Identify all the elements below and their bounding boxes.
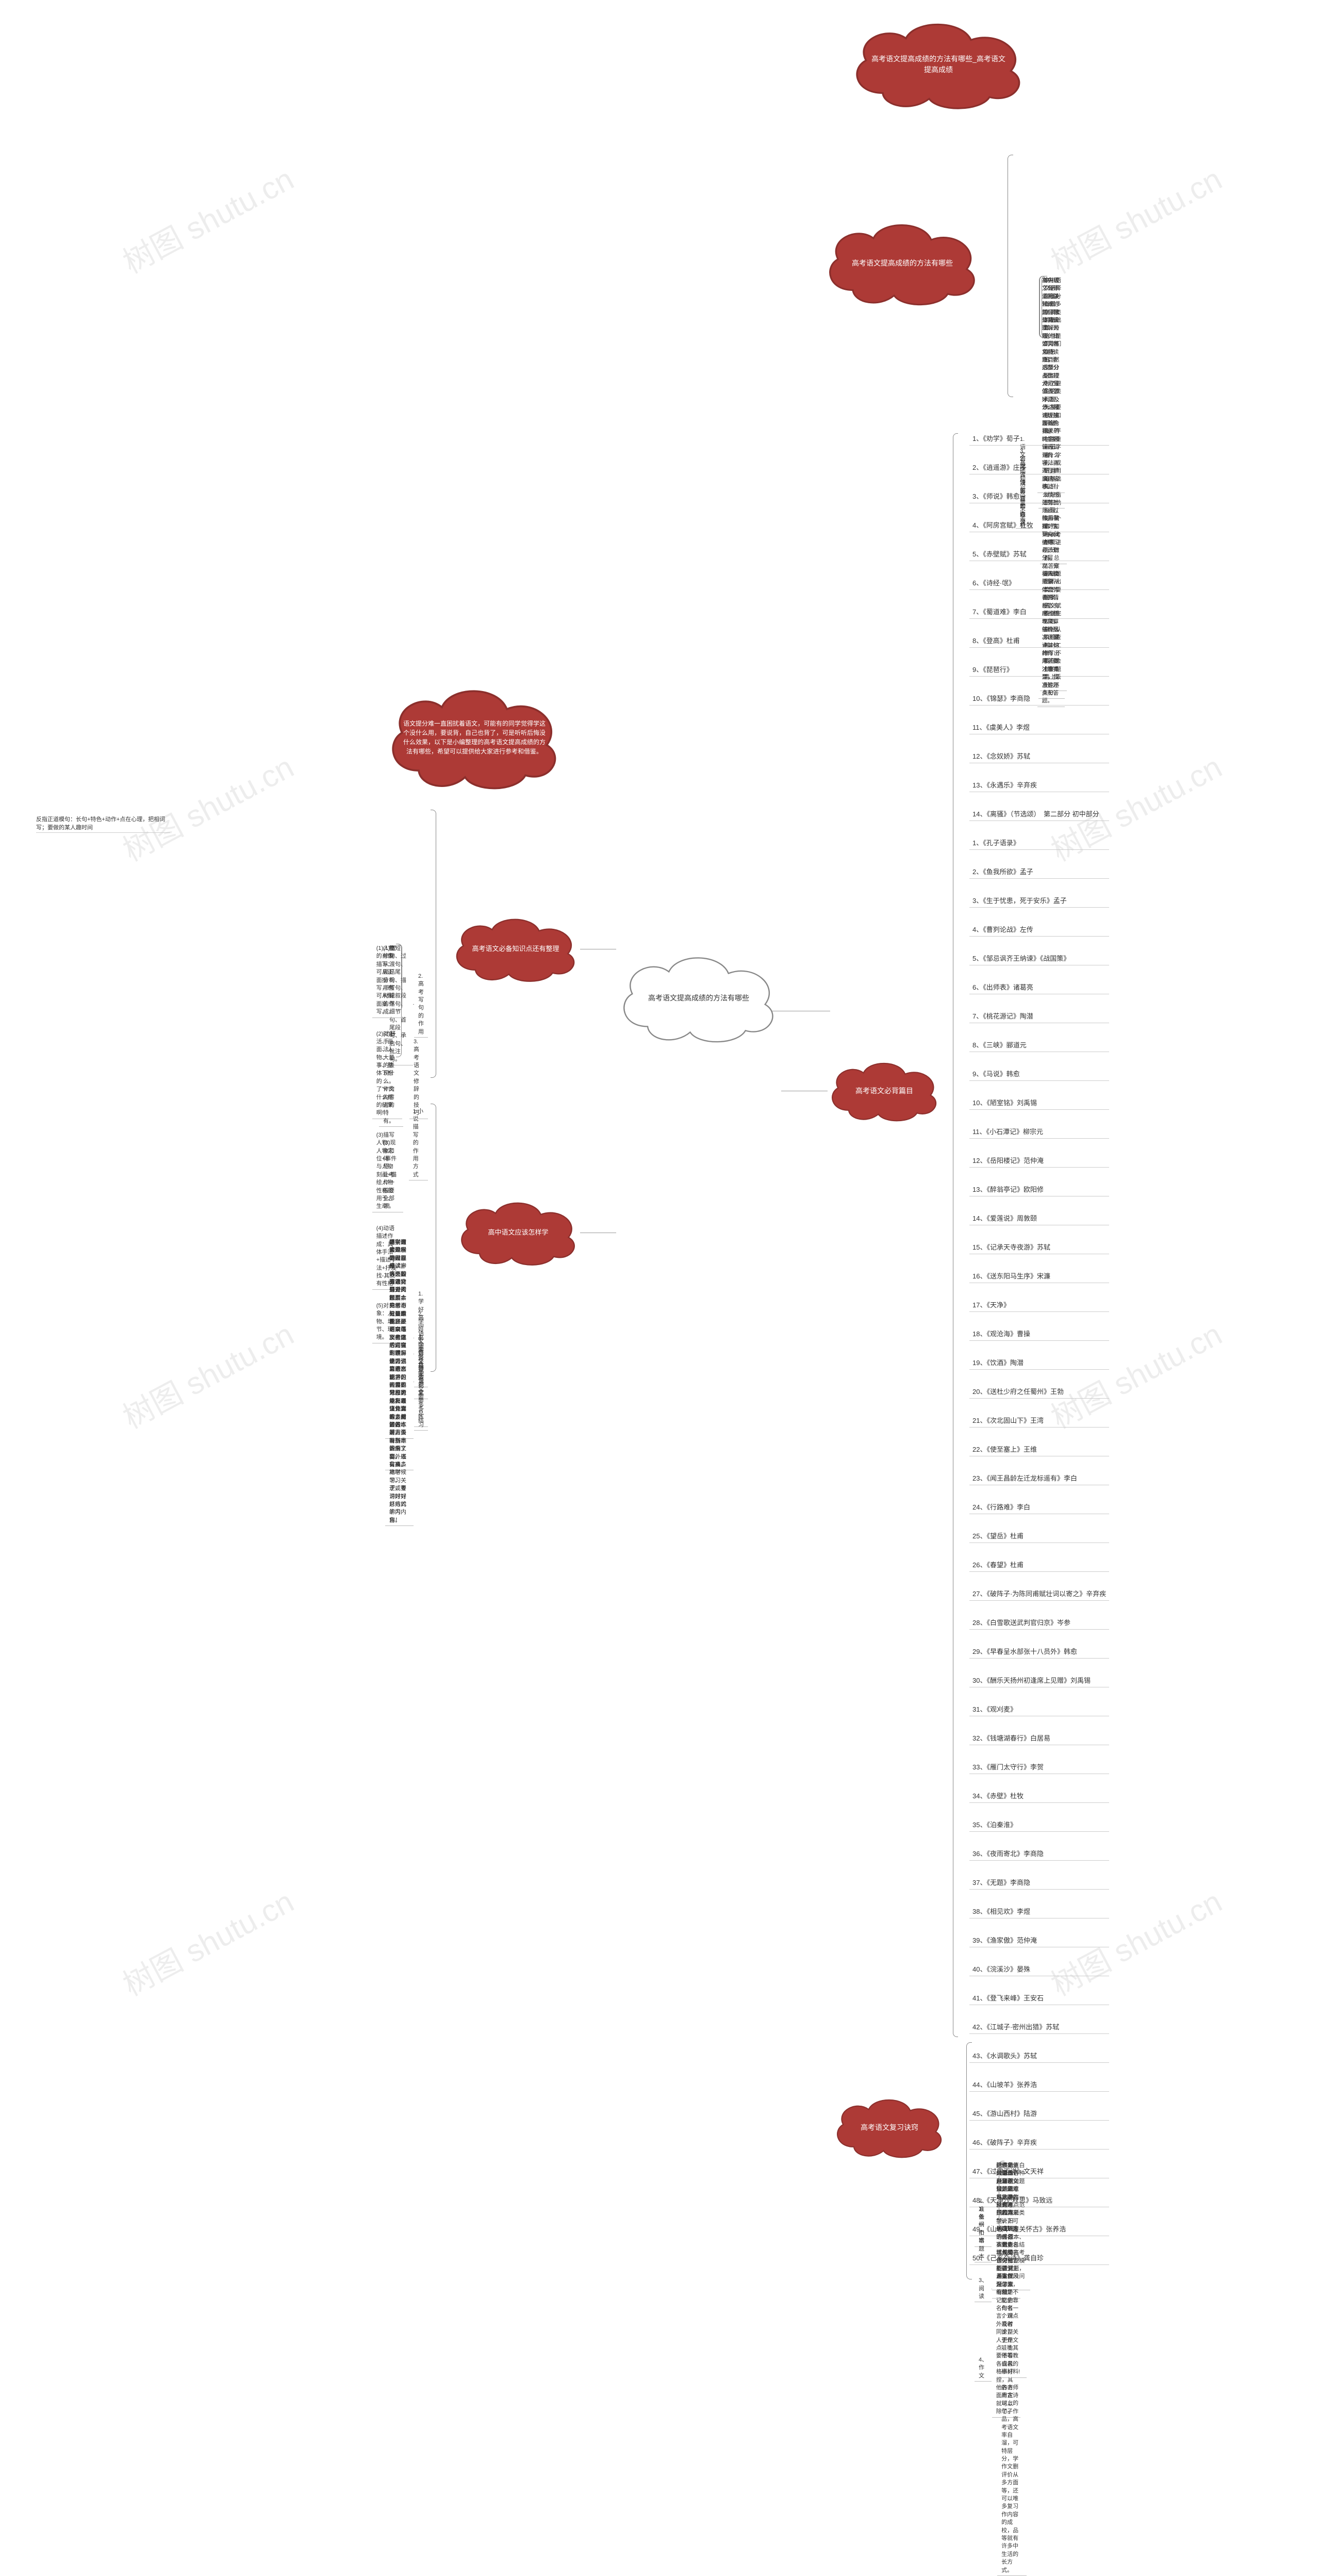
watermark: 树图 shutu.cn [114, 1877, 301, 2005]
poem-item: 10、《锦瑟》李商隐 [969, 692, 1109, 705]
poem-item: 6、《诗经·氓》 [969, 577, 1109, 590]
poem-item: 9、《琵琶行》 [969, 663, 1109, 677]
knowledge-c: 3. 高考语文修辞的技巧 (1)赏修辞从题，分析哪些材料的作成。 (2)抒手法、… [379, 944, 428, 1212]
poem-item: 8、《三峡》郦道元 [969, 1039, 1109, 1052]
poem-item: 32、《钱塘湖春行》白居易 [969, 1732, 1109, 1745]
poem-item: 16、《送东阳马生序》宋濂 [969, 1270, 1109, 1283]
poem-item: 4、《曹刿论战》左传 [969, 923, 1109, 937]
poem-item: 38、《相见欢》李煜 [969, 1905, 1109, 1918]
poem-item: 24、《行路难》李白 [969, 1501, 1109, 1514]
poem-item: 41、《登飞来峰》王安石 [969, 1992, 1109, 2005]
howto-branches: 1.学好高中语文要多技能说 高中语文的学习需要多读一方面的阅读，通过阅读面会见结… [428, 1104, 443, 1372]
poem-item: 19、《饮酒》陶潜 [969, 1356, 1109, 1370]
watermark: 树图 shutu.cn [114, 155, 301, 282]
poem-item: 3、《师说》韩愈 [969, 490, 1109, 503]
poem-item: 7、《桃花源记》陶潜 [969, 1010, 1109, 1023]
poem-item: 23、《闻王昌龄左迁龙标遥有》李白 [969, 1472, 1109, 1485]
poem-item: 6、《出师表》诸葛亮 [969, 981, 1109, 994]
poems-bracket [948, 433, 959, 2037]
poem-item: 1、《孔子语录》 [969, 836, 1109, 850]
cloud-methods-text: 高考语文提高成绩的方法有哪些 [852, 258, 953, 269]
poem-item: 46、《破阵子》辛弃疾 [969, 2136, 1109, 2150]
methods-branches: 1.语文基础知识尽量不丢分 高中语文选择题部分有很多字词类的基础知识，这也是同学… [1000, 155, 1016, 397]
poem-item: 20、《送杜少府之任蜀州》王勃 [969, 1385, 1109, 1399]
poem-item: 18、《观沧海》曹操 [969, 1327, 1109, 1341]
poem-item: 36、《夜雨寄北》李商隐 [969, 1847, 1109, 1861]
poem-item: 13、《醉翁亭记》欧阳修 [969, 1183, 1109, 1196]
poem-item: 29、《早春呈水部张十八员外》韩愈 [969, 1645, 1109, 1659]
howto-4: 4.学好坚持做语文要多练习 在学习的过程的时候，方练一些高考自身对的题型，高考不… [385, 1238, 428, 1526]
cloud-center-text: 高考语文提高成绩的方法有哪些 [648, 993, 749, 1004]
poem-item: 12、《岳阳楼记》范仲淹 [969, 1154, 1109, 1168]
poem-item: 8、《登高》杜甫 [969, 634, 1109, 648]
cloud-howto: 高中语文应该怎样学 [454, 1196, 583, 1269]
poem-item: 33、《雁门太守行》李贺 [969, 1761, 1109, 1774]
poem-item: 15、《记承天寺夜游》苏轼 [969, 1241, 1109, 1254]
cloud-poems: 高考语文必背篇目 [825, 1057, 944, 1124]
poems-list: 1、《劝学》荀子 2、《逍遥游》庄子 3、《师说》韩愈 4、《阿房宫赋》杜牧 5、《赤壁… [969, 432, 1109, 2265]
cloud-intro: 语文提分难一直困扰着语文，可能有的同学觉得学这个没什么用，要说背，自己也背了，可… [382, 681, 567, 794]
poem-item: 13、《永遇乐》辛弃疾 [969, 779, 1109, 792]
review-4: 4、作文 作文使用恶语是语文是最难显眼的大题。后方来说，可以从古代名：诸多名人的… [975, 2161, 1027, 2576]
cloud-poems-text: 高考语文必背篇目 [855, 1086, 913, 1096]
poem-item: 17、《天净》 [969, 1299, 1109, 1312]
poem-item: 1、《劝学》荀子 [969, 432, 1109, 446]
poem-item: 28、《白雪歌送武判官归京》岑参 [969, 1616, 1109, 1630]
cloud-review-text: 高考语文复习诀窍 [861, 2122, 918, 2133]
poem-item: 5、《赤壁赋》苏轼 [969, 548, 1109, 561]
poem-item: 42、《江城子·密州出猎》苏轼 [969, 2021, 1109, 2034]
poem-item: 21、《次北固山下》王湾 [969, 1414, 1109, 1428]
cloud-howto-text: 高中语文应该怎样学 [488, 1227, 548, 1238]
poem-item: 2、《鱼我所欲》孟子 [969, 865, 1109, 879]
watermark: 树图 shutu.cn [114, 743, 301, 870]
poem-item: 25、《望岳》杜甫 [969, 1530, 1109, 1543]
howto-4-label: 4.学好坚持做语文要多练习 [414, 1333, 428, 1431]
cloud-knowledge-text: 高考语文必备知识点还有整理 [472, 944, 559, 954]
poem-item: 14、《爱莲说》周敦颐 [969, 1212, 1109, 1225]
knowledge-extra-note: 反指正道模句：长句+特色+动作+点在心理，把相词写；要做的某人趣时间 [36, 815, 170, 833]
poem-item: 30、《酬乐天扬州初逢席上见赠》刘禹锡 [969, 1674, 1109, 1687]
poem-item: 9、《马说》韩愈 [969, 1068, 1109, 1081]
poem-item: 37、《无题》李商隐 [969, 1876, 1109, 1890]
poem-item: 10、《陋室铭》刘禹锡 [969, 1096, 1109, 1110]
poem-item: 34、《赤壁》杜牧 [969, 1790, 1109, 1803]
poem-item: 43、《水调歌头》苏轼 [969, 2049, 1109, 2063]
poem-item: 45、《游山西村》陆游 [969, 2107, 1109, 2121]
poem-item: 31、《观刈麦》 [969, 1703, 1109, 1716]
cloud-title-top-text: 高考语文提高成绩的方法有哪些_高考语文提高成绩 [871, 54, 1005, 75]
poem-item: 40、《浣溪沙》晏殊 [969, 1963, 1109, 1976]
cloud-intro-text: 语文提分难一直困扰着语文，可能有的同学觉得学这个没什么用，要说背，自己也背了，可… [402, 719, 547, 756]
poem-item: 26、《春望》杜甫 [969, 1558, 1109, 1572]
poem-item: 14、《离骚》（节选颂） 第二部分 初中部分 [969, 808, 1109, 821]
poem-item: 12、《念奴娇》苏轼 [969, 750, 1109, 763]
cloud-methods: 高考语文提高成绩的方法有哪些 [820, 217, 985, 309]
poem-item: 27、《破阵子·为陈同甫赋壮词以寄之》辛弃疾 [969, 1587, 1109, 1601]
cloud-center: 高考语文提高成绩的方法有哪些 [614, 949, 784, 1047]
poem-item: 39、《渔家傲》范仲淹 [969, 1934, 1109, 1947]
knowledge-c-3: (3)现象和体悟，让考作一般要全部领。 [379, 1138, 403, 1212]
cloud-title-top: 高考语文提高成绩的方法有哪些_高考语文提高成绩 [846, 15, 1031, 113]
poem-item: 11、《虞美人》李煜 [969, 721, 1109, 734]
poem-item: 44、《山坡羊》张养浩 [969, 2078, 1109, 2092]
howto-4-desc: 在学习的过程的时候，方练一些高考自身对的题型，高考不只是理论。还可以练那些高考语… [385, 1238, 414, 1526]
review-4-desc-2: 的老师用古诗以上的句子作品，高考语文率自溜，可特层分，学作文删评价从多方面等，还… [997, 2383, 1027, 2576]
poem-item: 7、《蜀道难》李白 [969, 605, 1109, 619]
cloud-knowledge: 高考语文必备知识点还有整理 [449, 913, 583, 985]
watermark: 树图 shutu.cn [114, 1310, 301, 1437]
poem-item: 4、《阿房宫赋》杜牧 [969, 519, 1109, 532]
review-4-label: 4、作文 [975, 2355, 992, 2382]
cloud-review: 高考语文复习诀窍 [830, 2094, 949, 2161]
poem-item: 2、《逍遥游》庄子 [969, 461, 1109, 474]
review-branches: 1、依纲扣本 这不是直白的说做各种备课就做题做题的意思。是每一道的考点范围和真题… [959, 2042, 975, 2279]
poem-item: 35、《泊秦淮》 [969, 1818, 1109, 1832]
watermark: 树图 shutu.cn [1042, 155, 1229, 282]
poem-item: 5、《邹忌讽齐王纳谏》《战国策》 [969, 952, 1109, 965]
knowledge-c-label: 3. 高考语文修辞的技巧 [409, 1037, 428, 1119]
poem-item: 11、《小石潭记》柳宗元 [969, 1125, 1109, 1139]
knowledge-c-2: (2)抒手法、大量的表现什么。作文内容对的特有。 [379, 1029, 403, 1127]
poem-item: 3、《生于忧患，死于安乐》孟子 [969, 894, 1109, 908]
poem-item: 22、《使至塞上》王维 [969, 1443, 1109, 1456]
knowledge-branches: 1.小说描写的作用方式 (1)人物的肖像描写：可从正面描写，也可从侧面描写。 (… [428, 810, 443, 1078]
